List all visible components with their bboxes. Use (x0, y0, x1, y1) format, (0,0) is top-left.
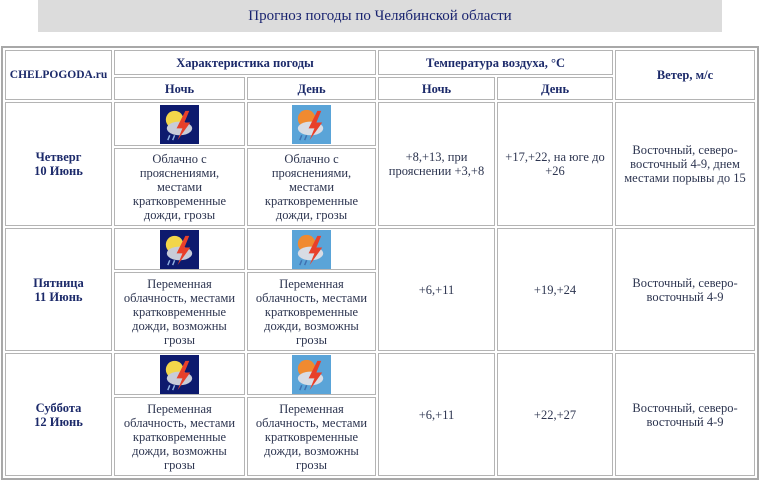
page-title: Прогноз погоды по Челябинской области (38, 0, 722, 32)
night-thunderstorm-icon (160, 230, 199, 269)
day-thunderstorm-icon (292, 230, 331, 269)
night-description: Переменная облачность, местами кратковре… (114, 272, 245, 351)
date: 11 Июнь (34, 289, 83, 304)
night-icon-cell (114, 353, 245, 395)
day-icon-cell (247, 102, 376, 146)
wind: Восточный, северо-восточный 4-9 (615, 353, 755, 476)
day-label: Пятница 11 Июнь (5, 228, 112, 351)
weekday: Пятница (33, 275, 84, 290)
forecast-table: CHELPOGODA.ru Характеристика погоды Темп… (1, 46, 759, 480)
date: 12 Июнь (34, 414, 83, 429)
forecast-row: Четверг 10 Июнь +8,+13, при прояснении +3… (5, 102, 755, 226)
day-description: Переменная облачность, местами кратковре… (247, 397, 376, 476)
weather-night-header: Ночь (114, 77, 245, 100)
weather-header: Характеристика погоды (114, 50, 376, 75)
day-description: Переменная облачность, местами кратковре… (247, 272, 376, 351)
day-icon-cell (247, 228, 376, 270)
date: 10 Июнь (34, 164, 83, 178)
night-thunderstorm-icon (160, 355, 199, 394)
temp-day: +22,+27 (497, 353, 614, 476)
day-thunderstorm-icon (292, 105, 331, 144)
night-description: Переменная облачность, местами кратковре… (114, 397, 245, 476)
temp-day: +19,+24 (497, 228, 614, 351)
day-label: Четверг 10 Июнь (5, 102, 112, 226)
weekday: Суббота (35, 400, 82, 415)
weekday: Четверг (35, 150, 82, 164)
temp-day-header: День (497, 77, 614, 100)
temp-night: +6,+11 (378, 353, 495, 476)
day-label: Суббота 12 Июнь (5, 353, 112, 476)
brand-link[interactable]: CHELPOGODA.ru (5, 50, 112, 100)
forecast-row: Пятница 11 Июнь +6,+11 +19,+24 Восточный,… (5, 228, 755, 351)
temp-day: +17,+22, на юге до +26 (497, 102, 614, 226)
night-icon-cell (114, 102, 245, 146)
wind: Восточный, северо-восточный 4-9, днем ме… (615, 102, 755, 226)
wind: Восточный, северо-восточный 4-9 (615, 228, 755, 351)
temp-night: +8,+13, при прояснении +3,+8 (378, 102, 495, 226)
night-thunderstorm-icon (160, 105, 199, 144)
temp-night: +6,+11 (378, 228, 495, 351)
weather-day-header: День (247, 77, 376, 100)
forecast-row: Суббота 12 Июнь +6,+11 +22,+27 Восточный,… (5, 353, 755, 476)
night-description: Облачно с прояснениями, местами кратковр… (114, 148, 245, 226)
temp-night-header: Ночь (378, 77, 495, 100)
day-description: Облачно с прояснениями, местами кратковр… (247, 148, 376, 226)
temperature-header: Температура воздуха, °C (378, 50, 614, 75)
day-thunderstorm-icon (292, 355, 331, 394)
day-icon-cell (247, 353, 376, 395)
night-icon-cell (114, 228, 245, 270)
wind-header: Ветер, м/с (615, 50, 755, 100)
